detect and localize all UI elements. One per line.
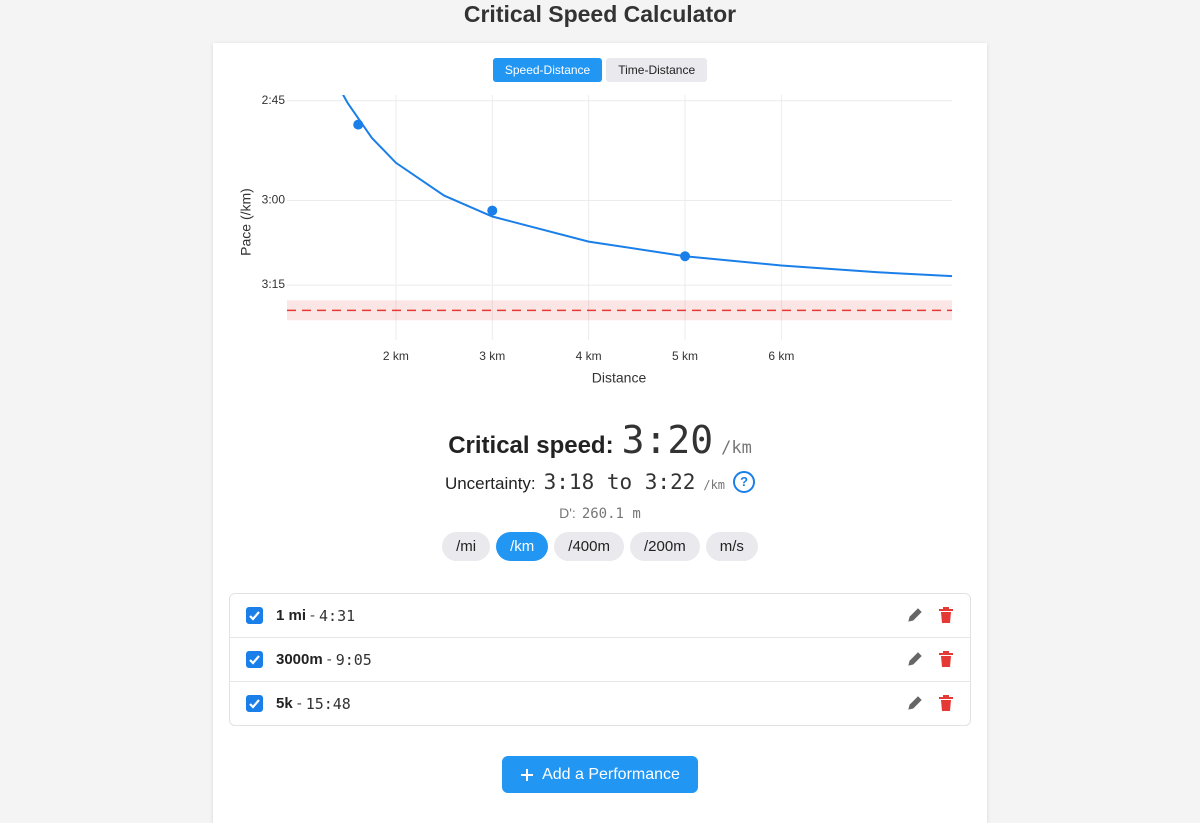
help-icon[interactable]: ?: [733, 471, 756, 493]
performance-time: 15:48: [305, 694, 351, 713]
performance-list: 1 mi -4:31 3000m -9:05 5k -15:48: [229, 593, 971, 726]
x-axis-label: Distance: [592, 370, 647, 386]
fit-curve: [342, 95, 952, 278]
chart: 2 km 3 km 4 km 5 km 6 km 2:45 3:00 3:15 Pace (/k…: [238, 93, 952, 386]
x-tick-label: 3 km: [479, 349, 505, 363]
uncertainty-label: Uncertainty:: [444, 474, 536, 493]
uncertainty: Uncertainty: 3:18 to 3:22 /km ?: [0, 470, 1200, 494]
y-tick-label: 3:00: [262, 193, 286, 207]
cs-value: 3:20: [621, 418, 714, 462]
check-icon: [249, 699, 260, 709]
unit-button[interactable]: /200m: [630, 532, 700, 561]
performance-distance: 5k: [276, 695, 293, 712]
checkbox[interactable]: [246, 651, 263, 668]
data-point: [353, 119, 364, 130]
unit-button[interactable]: /km: [496, 532, 549, 561]
y-axis-label: Pace (/km): [238, 188, 254, 256]
unit-buttons: /mi/km/400m/200m m/s: [0, 532, 1200, 561]
uncertainty-value: 3:18 to 3:22: [543, 470, 696, 494]
unit-button[interactable]: /400m: [554, 532, 624, 561]
performance-distance: 3000m: [276, 651, 323, 668]
y-tick-label: 3:15: [262, 277, 286, 291]
data-point: [680, 251, 691, 262]
d-prime: D': 260.1 m: [0, 505, 1200, 522]
performance-row: 3000m -9:05: [230, 637, 970, 681]
plus-icon: [521, 768, 534, 781]
checkbox[interactable]: [246, 695, 263, 712]
uncertainty-unit: /km: [703, 478, 726, 492]
delete-icon[interactable]: [938, 606, 954, 624]
checkbox[interactable]: [246, 607, 263, 624]
add-button[interactable]: Add a Performance: [502, 756, 698, 793]
row-icons: [906, 606, 954, 624]
chart-tab[interactable]: Speed-Distance: [492, 58, 603, 82]
chart-tabs: Speed-Distance Time-Distance: [0, 58, 1200, 82]
delete-icon[interactable]: [938, 650, 954, 668]
unit-button[interactable]: /mi: [442, 532, 491, 561]
performance-time: 9:05: [335, 650, 372, 669]
row-icons: [906, 694, 954, 712]
page-title: Critical Speed Calculator: [463, 1, 737, 27]
critical-speed: Critical speed: 3:20 /km: [0, 418, 1200, 462]
x-tick-label: 2 km: [383, 349, 409, 363]
cs-unit: /km: [721, 438, 752, 458]
x-tick-label: 5 km: [672, 349, 698, 363]
add-button-label: Add a Performance: [542, 765, 680, 783]
delete-icon[interactable]: [938, 694, 954, 712]
edit-icon[interactable]: [906, 606, 924, 624]
performance-row: 5k -15:48: [230, 681, 970, 725]
x-tick-label: 6 km: [768, 349, 794, 363]
row-icons: [906, 650, 954, 668]
separator: -: [326, 651, 332, 668]
check-icon: [249, 655, 260, 665]
chart-tab[interactable]: Time-Distance: [606, 58, 708, 82]
check-icon: [249, 611, 260, 621]
unit-button[interactable]: m/s: [705, 532, 758, 561]
cs-label: Critical speed:: [448, 432, 614, 459]
performance-row: 1 mi -4:31: [230, 594, 970, 637]
separator: -: [296, 695, 302, 712]
performance-time: 4:31: [319, 606, 356, 625]
dprime-value: 260.1 m: [581, 506, 641, 522]
x-tick-label: 4 km: [576, 349, 602, 363]
separator: -: [310, 607, 316, 624]
edit-icon[interactable]: [906, 694, 924, 712]
data-point: [487, 205, 498, 216]
y-tick-label: 2:45: [262, 93, 286, 107]
edit-icon[interactable]: [906, 650, 924, 668]
dprime-label: D':: [559, 505, 576, 521]
performance-distance: 1 mi: [276, 607, 307, 624]
